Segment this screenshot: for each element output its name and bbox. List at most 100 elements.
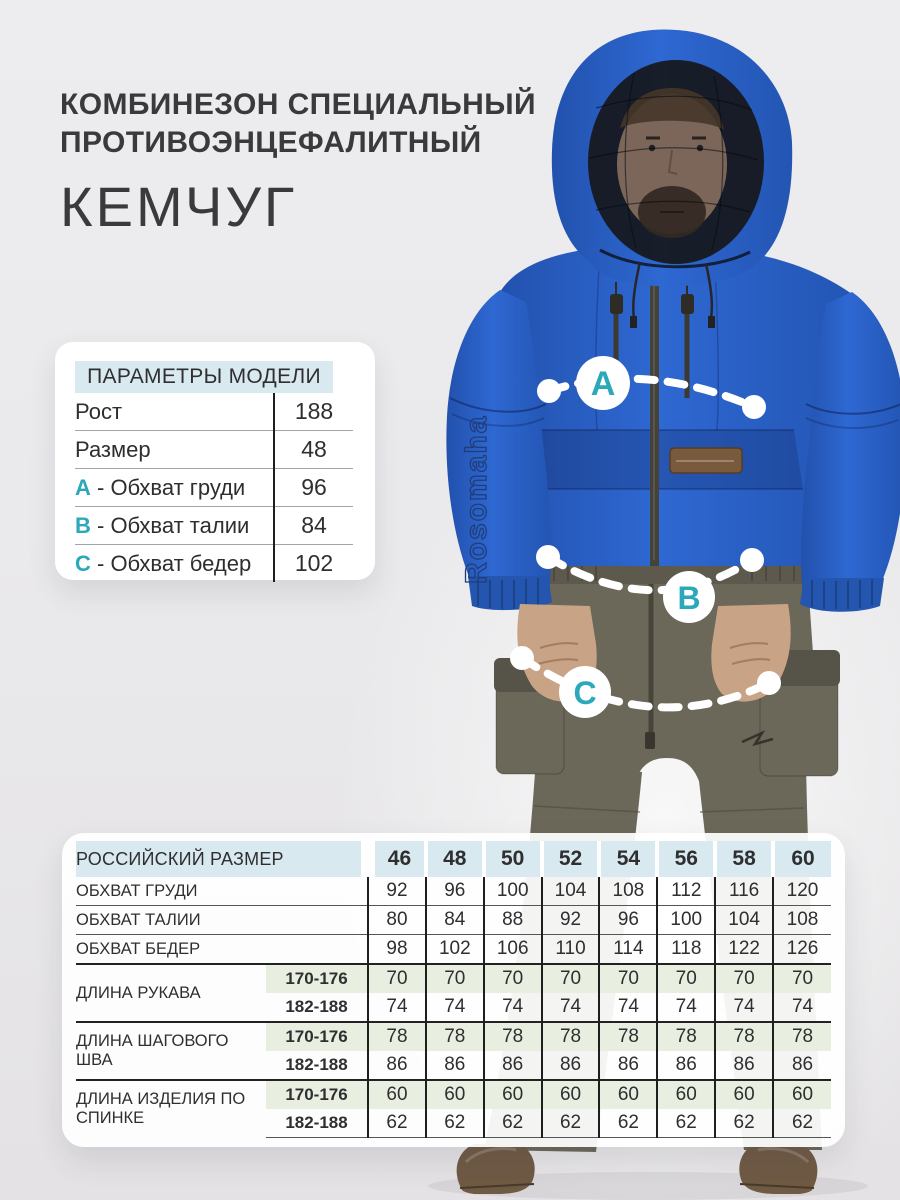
size-value-cell: 70 [772, 963, 831, 993]
size-value-cell: 78 [540, 1021, 600, 1051]
size-value-cell: 60 [598, 1079, 658, 1109]
size-value-cell: 98 [367, 934, 426, 965]
size-value-cell: 78 [772, 1021, 831, 1051]
table-row: ОБХВАТ ТАЛИИ 80 84 88 92 96 100 104 108 [76, 905, 831, 935]
page-title: КОМБИНЕЗОН СПЕЦИАЛЬНЫЙ ПРОТИВОЭНЦЕФАЛИТН… [60, 86, 536, 239]
size-value-cell: 106 [482, 934, 542, 965]
size-value-cell: 86 [424, 1051, 484, 1081]
left-cuff [468, 576, 552, 611]
size-value-cell: 78 [424, 1021, 484, 1051]
size-value-cell: 80 [367, 905, 426, 935]
param-label: Размер [75, 430, 274, 469]
table-row: A - Обхват груди 96 [75, 468, 353, 507]
size-header-cell: 46 [361, 841, 426, 877]
right-sleeve [800, 292, 900, 612]
mosquito-net [588, 60, 764, 269]
marker-letter-b: B [677, 580, 700, 616]
size-value-cell: 74 [772, 993, 831, 1023]
size-chart-table: РОССИЙСКИЙ РАЗМЕР 46 48 50 52 54 56 58 6… [76, 841, 831, 1138]
measurement-line-a: A [537, 356, 766, 419]
table-row: 182-188 86 86 86 86 86 86 86 86 [76, 1051, 831, 1081]
size-value-cell: 70 [714, 963, 774, 993]
param-value: 96 [273, 468, 353, 507]
param-label: A - Обхват груди [75, 468, 274, 507]
size-value-cell: 62 [540, 1109, 600, 1138]
size-value-cell: 92 [540, 905, 600, 935]
param-label-text: - Обхват груди [90, 474, 246, 500]
size-value-cell: 120 [772, 877, 831, 906]
table-row: ДЛИНА ШАГОВОГО ШВА 170-176 78 78 78 78 7… [76, 1021, 831, 1080]
marker-a-circle [576, 356, 630, 410]
size-value-cell: 70 [656, 963, 716, 993]
size-value-cell: 86 [482, 1051, 542, 1081]
right-cuff [800, 578, 884, 612]
row-label: ОБХВАТ БЕДЕР [76, 934, 369, 965]
measurement-line-c: C [510, 646, 781, 718]
right-boot [739, 1144, 818, 1194]
row-label: ДЛИНА ШАГОВОГО ШВА [76, 1021, 266, 1080]
height-range-cell: 182-188 [266, 993, 369, 1023]
measurement-line-b: B [536, 545, 764, 623]
param-letter: C [75, 550, 91, 576]
size-value-cell: 70 [482, 963, 542, 993]
size-value-cell: 86 [598, 1051, 658, 1081]
param-label-text: - Обхват талии [90, 512, 250, 538]
table-row: ДЛИНА ИЗДЕЛИЯ ПО СПИНКЕ 170-176 60 60 60… [76, 1079, 831, 1138]
size-value-cell: 86 [772, 1051, 831, 1081]
size-value-cell: 116 [714, 877, 774, 906]
chest-pocket-flap [532, 430, 803, 489]
row-label: ДЛИНА ИЗДЕЛИЯ ПО СПИНКЕ [76, 1079, 266, 1138]
size-value-cell: 114 [598, 934, 658, 965]
param-label: B - Обхват талии [75, 506, 274, 545]
size-value-cell: 60 [656, 1079, 716, 1109]
size-value-cell: 74 [424, 993, 484, 1023]
size-value-cell: 60 [482, 1079, 542, 1109]
table-row: B - Обхват талии 84 [75, 506, 353, 545]
size-value-cell: 86 [367, 1051, 426, 1081]
height-range-cell: 182-188 [266, 1109, 369, 1138]
size-value-cell: 118 [656, 934, 716, 965]
size-value-cell: 108 [598, 877, 658, 906]
sleeve-brand-text: Rosomaha [460, 415, 493, 584]
marker-letter-c: C [573, 675, 596, 711]
size-value-cell: 108 [772, 905, 831, 935]
face [617, 88, 727, 238]
model-params-table: Рост 188 Размер 48 A - Обхват груди 96 B… [75, 393, 353, 582]
table-row: ОБХВАТ БЕДЕР 98 102 106 110 114 118 122 … [76, 934, 831, 965]
size-header-cell: 52 [539, 841, 600, 877]
size-value-cell: 92 [367, 877, 426, 906]
brand-embroidery [741, 730, 774, 747]
title-line-1: КОМБИНЕЗОН СПЕЦИАЛЬНЫЙ [60, 88, 536, 121]
size-value-cell: 84 [424, 905, 484, 935]
jacket-torso [494, 244, 859, 566]
logo-patch [669, 447, 743, 474]
param-label: C - Обхват бедер [75, 545, 274, 583]
size-value-cell: 62 [714, 1109, 774, 1138]
size-value-cell: 74 [367, 993, 426, 1023]
left-sleeve: Rosomaha [446, 290, 552, 611]
left-boot [456, 1144, 535, 1194]
size-value-cell: 70 [367, 963, 426, 993]
size-value-cell: 104 [540, 877, 600, 906]
size-value-cell: 62 [367, 1109, 426, 1138]
size-value-cell: 100 [482, 877, 542, 906]
param-value: 102 [273, 544, 353, 582]
size-value-cell: 60 [424, 1079, 484, 1109]
size-value-cell: 70 [540, 963, 600, 993]
size-value-cell: 62 [656, 1109, 716, 1138]
size-value-cell: 86 [540, 1051, 600, 1081]
marker-c-circle [559, 666, 611, 718]
marker-b-circle [663, 571, 715, 623]
hood [551, 29, 793, 328]
table-row: 182-188 62 62 62 62 62 62 62 62 [76, 1109, 831, 1138]
size-value-cell: 78 [367, 1021, 426, 1051]
size-value-cell: 60 [367, 1079, 426, 1109]
hood-drawcords [632, 261, 714, 319]
table-row: Рост 188 [75, 393, 353, 431]
param-label: Рост [75, 393, 274, 431]
size-header-cell: 58 [713, 841, 774, 877]
size-value-cell: 86 [656, 1051, 716, 1081]
row-label: ОБХВАТ ТАЛИИ [76, 905, 369, 935]
size-header-cell: 48 [423, 841, 484, 877]
